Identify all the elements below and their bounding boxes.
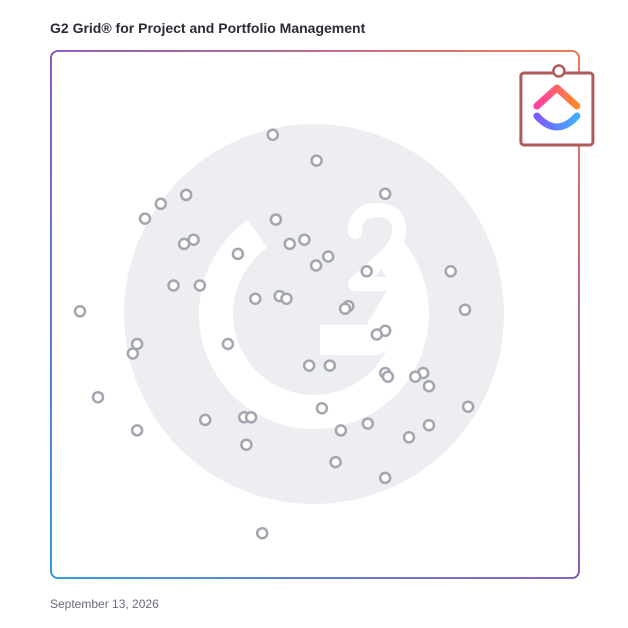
vendor-point-3[interactable] [378, 187, 392, 201]
vendor-point-38[interactable] [91, 390, 105, 404]
vendor-point-47[interactable] [334, 424, 348, 437]
vendor-point-36[interactable] [409, 370, 422, 383]
vendor-point-27[interactable] [370, 328, 384, 341]
vendor-point-13[interactable] [321, 250, 335, 263]
vendor-point-16[interactable] [444, 265, 457, 278]
vendor-point-52[interactable] [255, 526, 269, 540]
vendor-point-30[interactable] [126, 347, 140, 360]
vendor-point-5[interactable] [154, 197, 168, 211]
vendor-point-10[interactable] [177, 237, 191, 251]
report-date: September 13, 2026 [50, 597, 159, 611]
vendor-point-43[interactable] [198, 413, 212, 427]
vendor-point-49[interactable] [240, 438, 253, 451]
highlight-layer [519, 64, 595, 147]
vendor-point-1[interactable] [266, 128, 280, 142]
vendor-point-18[interactable] [193, 279, 207, 292]
vendor-point-45[interactable] [422, 418, 436, 432]
vendor-point-50[interactable] [329, 455, 342, 469]
points-layer [73, 128, 475, 540]
vendor-point-12[interactable] [231, 247, 245, 261]
vendor-point-24[interactable] [458, 303, 472, 317]
vendor-point-29[interactable] [221, 337, 235, 351]
vendor-point-46[interactable] [130, 424, 144, 437]
vendor-point-20[interactable] [249, 292, 262, 305]
g2-watermark-icon [124, 124, 504, 504]
vendor-point-23[interactable] [338, 302, 352, 315]
vendor-point-7[interactable] [269, 213, 283, 226]
vendor-point-25[interactable] [73, 305, 87, 318]
vendor-point-32[interactable] [323, 359, 337, 372]
vendor-point-14[interactable] [309, 259, 323, 272]
vendor-point-17[interactable] [167, 279, 180, 292]
vendor-point-2[interactable] [310, 154, 323, 167]
vendor-point-40[interactable] [315, 402, 329, 415]
vendor-point-34[interactable] [381, 370, 395, 383]
page-title: G2 Grid® for Project and Portfolio Manag… [50, 20, 366, 36]
vendor-point-11[interactable] [283, 237, 296, 251]
clickup-logo-icon [533, 84, 581, 131]
vendor-point-4[interactable] [179, 188, 193, 202]
vendor-point-48[interactable] [402, 431, 416, 444]
vendor-point-42[interactable] [244, 411, 258, 424]
vendor-point-51[interactable] [378, 471, 392, 485]
vendor-point-44[interactable] [361, 417, 375, 430]
vendor-point-9[interactable] [298, 233, 311, 246]
vendor-point-37[interactable] [422, 379, 436, 393]
vendor-point-21[interactable] [280, 292, 293, 305]
grid-frame [50, 50, 580, 579]
vendor-point-39[interactable] [461, 400, 475, 413]
highlight-box[interactable] [519, 71, 595, 147]
vendor-point-31[interactable] [302, 359, 316, 372]
vendor-point-6[interactable] [138, 212, 152, 225]
highlight-point[interactable] [552, 64, 566, 78]
vendor-point-15[interactable] [360, 265, 373, 278]
